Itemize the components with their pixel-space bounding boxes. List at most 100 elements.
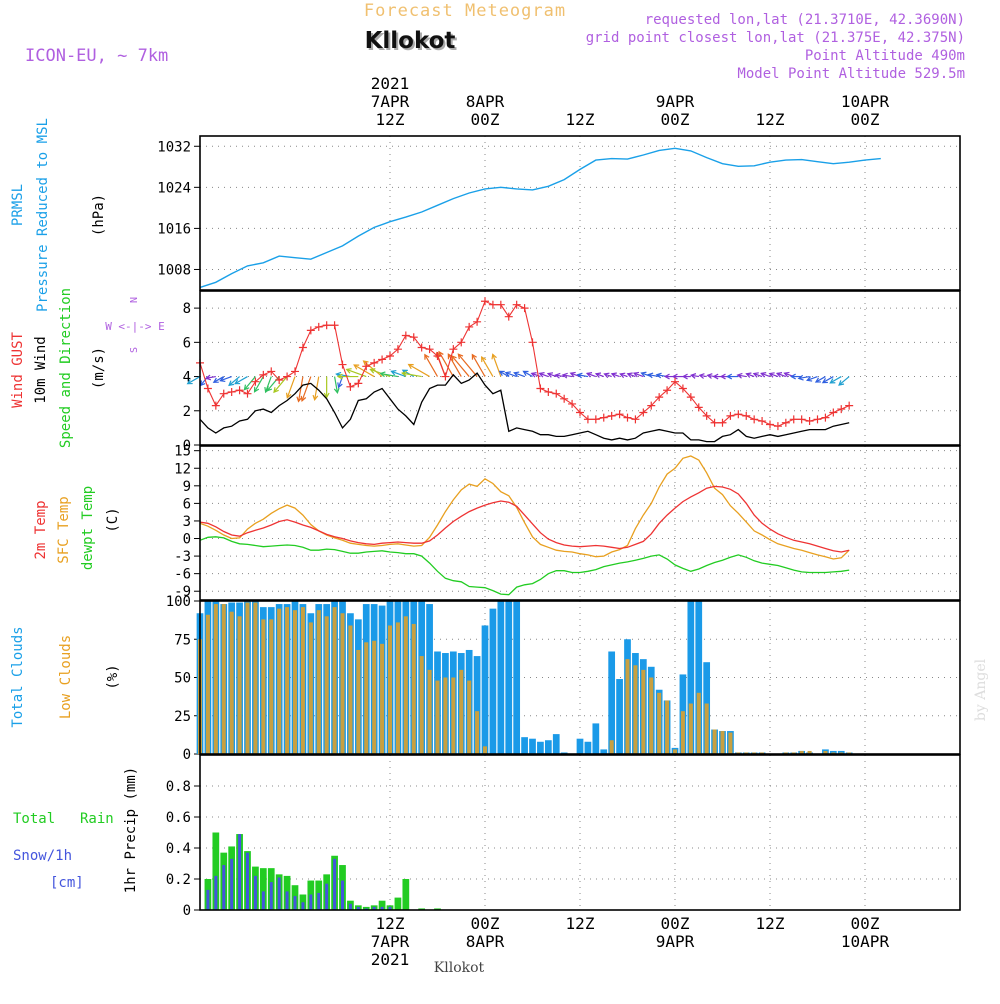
bottom-tick-label: 8APR: [466, 932, 505, 951]
wind-arrow-head: [663, 373, 670, 380]
gust-marker: [251, 377, 260, 386]
top-tick-label: 12Z: [376, 110, 405, 129]
wind-arrow: [336, 373, 359, 380]
watermark: by Angel: [973, 658, 989, 721]
wind-ytick-label: 4: [183, 370, 191, 386]
low-cloud-bar: [475, 711, 480, 754]
wind-arrow: [273, 376, 288, 394]
wind-arrow-head: [538, 372, 545, 378]
cloud-unit: (%): [105, 664, 121, 689]
wind-arrow-head: [285, 392, 292, 399]
temp-ytick-label: 12: [174, 461, 191, 477]
gust-marker: [409, 333, 418, 342]
wind-arrow-head: [760, 372, 767, 378]
top-tick-label: 12Z: [566, 110, 595, 129]
precip-panel: 0 0.2 0.4 0.6 0.8: [166, 754, 961, 919]
wind-arrow: [285, 376, 296, 399]
wind-arrow-shaft: [691, 374, 699, 378]
wind-arrow: [243, 376, 256, 391]
wind-arrow-head: [212, 377, 219, 383]
wind-arrow-head: [619, 372, 626, 379]
snow-bar: [317, 892, 321, 910]
wind-arrow-shaft: [346, 368, 367, 378]
low-cloud-bar: [261, 619, 266, 754]
precip-frame: [199, 754, 961, 911]
wind-arrow-head: [379, 371, 386, 378]
wind-arrow: [768, 372, 779, 378]
wind-arrow: [736, 372, 747, 379]
gust-marker: [742, 411, 751, 420]
snow-bar: [222, 865, 226, 910]
info-line-1: requested lon,lat (21.3710E, 42.3690N): [645, 12, 965, 28]
wind-arrow: [585, 372, 597, 378]
snow-bar: [325, 883, 329, 910]
gust-marker: [837, 405, 846, 414]
wind-arrow-head: [610, 372, 617, 378]
wind-arrow-head: [790, 373, 796, 380]
low-cloud-bar: [807, 750, 812, 754]
wind-arrow-shaft: [769, 372, 779, 378]
low-cloud-bar: [482, 746, 488, 754]
gust-marker: [766, 420, 774, 429]
wind-arrow-shaft: [822, 376, 834, 384]
temp-2m-line: [199, 485, 850, 553]
wind-arrow-shaft: [424, 354, 439, 377]
wind-arrow: [504, 371, 517, 378]
total-cloud-bar: [695, 601, 703, 754]
clouds-ytick-label: 75: [174, 632, 191, 648]
wind-arrow-shaft: [402, 369, 415, 378]
wind-arrow: [204, 374, 216, 381]
snow-bar: [238, 834, 242, 910]
gust-marker: [330, 321, 339, 330]
gust-marker: [773, 422, 782, 431]
wind-arrow: [752, 372, 763, 378]
wind-arrow-shaft: [761, 372, 771, 378]
wind-arrow-shaft: [213, 376, 225, 383]
low-cloud-bar: [253, 602, 258, 754]
wind-panel: 0 2 4 6 8: [183, 290, 961, 454]
wind-arrow-shaft: [746, 373, 755, 378]
low-cloud-bar: [609, 740, 614, 754]
wind-arrow: [457, 353, 478, 377]
snow-bar: [206, 889, 210, 910]
wind-arrow: [797, 374, 810, 381]
cloud-label-low: Low Clouds: [58, 635, 74, 719]
temp-label-sfc: SFC Temp: [56, 496, 72, 563]
wind-arrow-head: [671, 373, 678, 380]
wind-arrow-shaft: [333, 376, 339, 393]
wind-arrow-head: [829, 378, 836, 384]
wind-arrow: [838, 376, 850, 386]
bottom-tick-label: 12Z: [566, 914, 595, 933]
wind-arrow: [806, 375, 818, 382]
wind-arrow-head: [300, 395, 307, 402]
snow-bar: [261, 891, 265, 910]
wind-arrow-head: [253, 386, 260, 393]
gust-marker: [789, 415, 798, 424]
top-tick-label: 00Z: [851, 110, 880, 129]
low-cloud-bar: [720, 731, 725, 754]
gust-marker: [314, 322, 323, 331]
total-cloud-bar: [687, 601, 695, 754]
low-cloud-bar: [300, 607, 305, 754]
clouds-ytick-label: 25: [174, 709, 191, 725]
pressure-labels: PRMSL Pressure Reduced to MSL (hPa): [10, 118, 107, 312]
top-tick-label: 12Z: [756, 110, 785, 129]
total-cloud-bar: [521, 737, 528, 754]
total-cloud-bar: [608, 651, 616, 754]
total-cloud-bar: [537, 741, 544, 754]
wind-arrow-shaft: [611, 373, 620, 378]
total-cloud-bar: [529, 738, 536, 754]
pressure-ytick-label: 1008: [157, 262, 191, 278]
precip-ytick-label: 0.4: [166, 841, 191, 857]
gust-marker: [647, 401, 656, 410]
low-cloud-bar: [688, 703, 693, 754]
gust-marker: [544, 387, 553, 396]
wind-arrow-head: [471, 353, 477, 360]
wind-arrow-head: [522, 370, 529, 376]
wind-arrow-head: [337, 382, 343, 389]
wind-arrow-shaft: [481, 356, 494, 377]
wind-arrow: [345, 368, 367, 378]
total-cloud-bar: [552, 734, 560, 754]
low-cloud-bar: [245, 602, 250, 754]
